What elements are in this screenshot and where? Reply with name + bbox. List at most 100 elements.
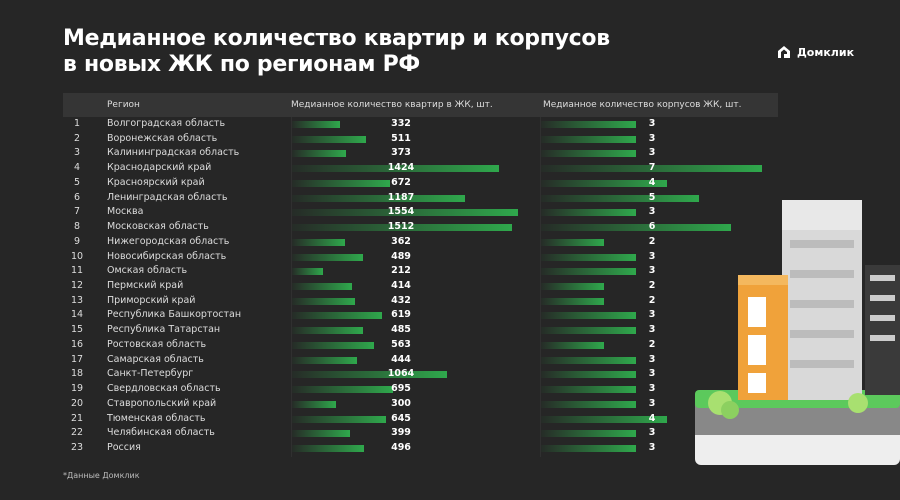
apartments-value: 619	[391, 309, 411, 321]
region-name: Краснодарский край	[107, 162, 212, 174]
table-row: 1 Волгоградская область 332 3	[0, 118, 900, 132]
buildings-bar	[541, 445, 636, 453]
column-divider	[540, 117, 541, 457]
header-region: Регион	[107, 100, 140, 110]
buildings-bar	[541, 356, 636, 364]
buildings-value: 4	[648, 176, 656, 188]
buildings-bar	[541, 135, 636, 143]
region-name: Ставропольский край	[107, 397, 217, 409]
table-row: 15 Республика Татарстан 485 3	[0, 324, 900, 338]
apartments-bar	[292, 430, 351, 438]
buildings-value: 3	[648, 442, 656, 454]
region-name: Ленинградская область	[107, 191, 228, 203]
region-name: Воронежская область	[107, 132, 218, 144]
apartments-value: 1512	[387, 221, 415, 233]
buildings-bar	[541, 268, 636, 276]
apartments-value: 432	[391, 294, 411, 306]
apartments-value: 485	[391, 324, 411, 336]
apartments-value: 695	[391, 383, 411, 395]
table-row: 7 Москва 1554 3	[0, 206, 900, 220]
apartments-bar	[292, 415, 386, 423]
row-number: 8	[73, 221, 81, 233]
table-row: 19 Свердловская область 695 3	[0, 383, 900, 397]
region-name: Тюменская область	[107, 412, 206, 424]
apartments-bar	[292, 445, 365, 453]
table-row: 2 Воронежская область 511 3	[0, 133, 900, 147]
region-name: Самарская область	[107, 353, 204, 365]
apartments-bar	[292, 179, 390, 187]
apartments-value: 399	[391, 427, 411, 439]
buildings-illustration	[695, 200, 900, 465]
buildings-bar	[541, 224, 731, 232]
apartments-bar	[292, 386, 394, 394]
region-name: Свердловская область	[107, 383, 221, 395]
region-name: Санкт-Петербург	[107, 368, 194, 380]
footnote: *Данные Домклик	[63, 471, 140, 480]
apartments-value: 444	[391, 353, 411, 365]
logo-text: Домклик	[797, 45, 855, 59]
table-row: 4 Краснодарский край 1424 7	[0, 162, 900, 176]
buildings-value: 5	[648, 191, 656, 203]
buildings-value: 3	[648, 206, 656, 218]
region-name: Россия	[107, 442, 141, 454]
row-number: 11	[70, 265, 84, 277]
table-row: 16 Ростовская область 563 2	[0, 339, 900, 353]
apartments-bar	[292, 253, 364, 261]
domclick-logo: Домклик	[776, 44, 854, 60]
buildings-bar	[541, 371, 636, 379]
buildings-value: 3	[648, 383, 656, 395]
buildings-value: 3	[648, 118, 656, 129]
buildings-bar	[541, 386, 636, 394]
region-name: Волгоградская область	[107, 118, 226, 129]
buildings-bar	[541, 238, 605, 246]
table-row: 3 Калининградская область 373 3	[0, 147, 900, 161]
table-row: 14 Республика Башкортостан 619 3	[0, 309, 900, 323]
apartments-bar	[292, 238, 345, 246]
region-name: Пермский край	[107, 280, 184, 292]
buildings-bar	[541, 253, 636, 261]
table-row: 17 Самарская область 444 3	[0, 354, 900, 368]
apartments-value: 373	[391, 147, 411, 159]
table-row: 8 Московская область 1512 6	[0, 221, 900, 235]
region-name: Челябинская область	[107, 427, 215, 439]
buildings-value: 6	[648, 221, 656, 233]
buildings-value: 3	[648, 427, 656, 439]
buildings-bar	[541, 165, 763, 173]
house-icon	[778, 46, 790, 58]
region-name: Московская область	[107, 221, 209, 233]
buildings-bar	[541, 297, 605, 305]
row-number: 4	[73, 162, 81, 174]
row-number: 1	[73, 118, 81, 129]
buildings-bar	[541, 121, 636, 128]
row-number: 2	[73, 132, 81, 144]
apartments-value: 414	[391, 280, 411, 292]
apartments-bar	[292, 341, 374, 349]
apartments-bar	[292, 224, 512, 232]
title-line-2: в новых ЖК по регионам РФ	[63, 52, 420, 77]
region-name: Москва	[107, 206, 144, 218]
buildings-value: 3	[648, 132, 656, 144]
region-name: Новосибирская область	[107, 250, 227, 262]
table-row: 6 Ленинградская область 1187 5	[0, 192, 900, 206]
row-number: 17	[70, 353, 84, 365]
table-row: 11 Омская область 212 3	[0, 265, 900, 279]
header-buildings: Медианное количество корпусов ЖК, шт.	[543, 100, 742, 110]
table-row: 10 Новосибирская область 489 3	[0, 251, 900, 265]
apartments-value: 300	[391, 397, 411, 409]
table-row: 22 Челябинская область 399 3	[0, 427, 900, 441]
buildings-value: 3	[648, 265, 656, 277]
region-name: Красноярский край	[107, 176, 205, 188]
buildings-bar	[541, 327, 636, 335]
row-number: 9	[73, 235, 81, 247]
row-number: 20	[70, 397, 84, 409]
apartments-value: 1554	[387, 206, 415, 218]
region-name: Калининградская область	[107, 147, 240, 159]
title-line-1: Медианное количество квартир и корпусов	[63, 26, 610, 51]
buildings-bar	[541, 312, 636, 320]
apartments-value: 212	[391, 265, 411, 277]
buildings-value: 3	[648, 250, 656, 262]
row-number: 21	[70, 412, 84, 424]
apartments-bar	[292, 297, 355, 305]
buildings-value: 7	[648, 162, 656, 174]
buildings-value: 3	[648, 397, 656, 409]
